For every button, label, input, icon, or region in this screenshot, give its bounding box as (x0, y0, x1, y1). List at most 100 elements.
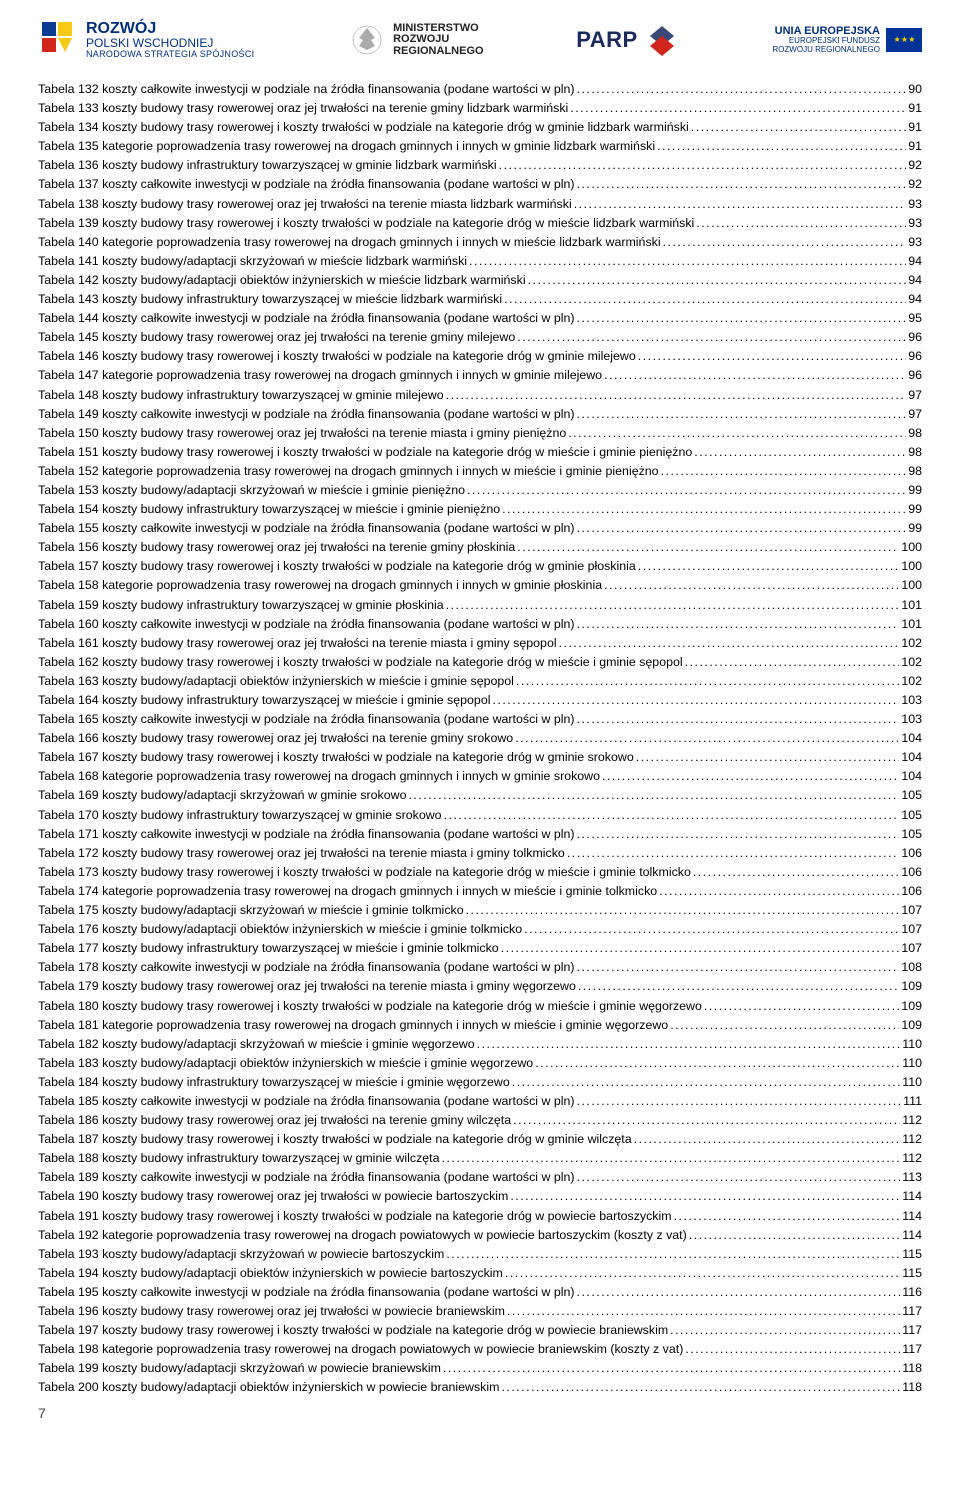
toc-entry-page: 107 (901, 939, 922, 958)
toc-entry-page: 106 (901, 863, 922, 882)
toc-leader (638, 347, 906, 366)
toc-leader (577, 1283, 901, 1302)
toc-entry-page: 110 (902, 1073, 922, 1092)
rozwoj-line3: NARODOWA STRATEGIA SPÓJNOŚCI (86, 50, 254, 59)
toc-entry: Tabela 156 koszty budowy trasy rowerowej… (38, 538, 922, 557)
toc-leader (504, 290, 906, 309)
toc-leader (443, 1359, 900, 1378)
toc-entry-label: Tabela 174 kategorie poprowadzenia trasy… (38, 882, 657, 901)
toc-entry: Tabela 200 koszty budowy/adaptacji obiek… (38, 1378, 922, 1397)
toc-entry-label: Tabela 182 koszty budowy/adaptacji skrzy… (38, 1035, 475, 1054)
toc-leader (512, 1073, 901, 1092)
toc-entry-page: 103 (901, 691, 922, 710)
toc-entry: Tabela 192 kategorie poprowadzenia trasy… (38, 1226, 922, 1245)
toc-entry: Tabela 145 koszty budowy trasy rowerowej… (38, 328, 922, 347)
toc-entry-label: Tabela 181 kategorie poprowadzenia trasy… (38, 1016, 668, 1035)
toc-entry: Tabela 141 koszty budowy/adaptacji skrzy… (38, 252, 922, 271)
toc-entry-label: Tabela 141 koszty budowy/adaptacji skrzy… (38, 252, 467, 271)
toc-leader (577, 519, 907, 538)
toc-leader (685, 1340, 900, 1359)
toc-entry-label: Tabela 183 koszty budowy/adaptacji obiek… (38, 1054, 533, 1073)
toc-entry-page: 113 (902, 1168, 922, 1187)
toc-entry: Tabela 162 koszty budowy trasy rowerowej… (38, 653, 922, 672)
toc-entry-page: 118 (902, 1378, 922, 1397)
toc-entry-label: Tabela 170 koszty budowy infrastruktury … (38, 806, 442, 825)
toc-entry: Tabela 149 koszty całkowite inwestycji w… (38, 405, 922, 424)
logo-rozwoj: ROZWÓJ POLSKI WSCHODNIEJ NARODOWA STRATE… (38, 16, 254, 64)
toc-entry-page: 105 (901, 825, 922, 844)
toc-entry: Tabela 194 koszty budowy/adaptacji obiek… (38, 1264, 922, 1283)
toc-leader (704, 997, 899, 1016)
toc-entry: Tabela 157 koszty budowy trasy rowerowej… (38, 557, 922, 576)
toc-entry: Tabela 178 koszty całkowite inwestycji w… (38, 958, 922, 977)
toc-entry-page: 104 (901, 748, 922, 767)
toc-leader (693, 863, 899, 882)
toc-leader (567, 844, 899, 863)
toc-entry: Tabela 150 koszty budowy trasy rowerowej… (38, 424, 922, 443)
toc-entry-page: 95 (908, 309, 922, 328)
toc-entry-page: 104 (901, 729, 922, 748)
toc-entry-page: 99 (908, 481, 922, 500)
toc-leader (517, 538, 899, 557)
toc-entry-page: 103 (901, 710, 922, 729)
toc-entry-page: 112 (902, 1130, 922, 1149)
toc-entry-label: Tabela 134 koszty budowy trasy rowerowej… (38, 118, 689, 137)
toc-entry: Tabela 140 kategorie poprowadzenia trasy… (38, 233, 922, 252)
toc-entry-page: 91 (908, 99, 922, 118)
toc-entry-page: 93 (908, 195, 922, 214)
toc-entry-page: 94 (908, 290, 922, 309)
toc-entry-page: 98 (908, 443, 922, 462)
toc-leader (663, 233, 907, 252)
table-of-contents: Tabela 132 koszty całkowite inwestycji w… (38, 80, 922, 1397)
toc-entry-label: Tabela 167 koszty budowy trasy rowerowej… (38, 748, 634, 767)
toc-entry-label: Tabela 171 koszty całkowite inwestycji w… (38, 825, 575, 844)
toc-entry-label: Tabela 200 koszty budowy/adaptacji obiek… (38, 1378, 499, 1397)
toc-entry-label: Tabela 148 koszty budowy infrastruktury … (38, 386, 444, 405)
toc-leader (510, 1187, 900, 1206)
rozwoj-line1: ROZWÓJ (86, 21, 254, 38)
toc-entry-page: 100 (901, 576, 922, 595)
toc-leader (469, 252, 906, 271)
min-line3: REGIONALNEGO (393, 46, 483, 58)
toc-leader (577, 958, 900, 977)
toc-leader (577, 710, 900, 729)
toc-entry-label: Tabela 177 koszty budowy infrastruktury … (38, 939, 499, 958)
eu-flag-icon: ★ ★ ★ (886, 28, 922, 52)
toc-leader (602, 767, 899, 786)
toc-entry-page: 109 (901, 977, 922, 996)
toc-entry: Tabela 193 koszty budowy/adaptacji skrzy… (38, 1245, 922, 1264)
toc-entry-label: Tabela 191 koszty budowy trasy rowerowej… (38, 1207, 672, 1226)
toc-entry: Tabela 179 koszty budowy trasy rowerowej… (38, 977, 922, 996)
logo-eu: UNIA EUROPEJSKA EUROPEJSKI FUNDUSZ ROZWO… (772, 26, 922, 54)
toc-entry-page: 112 (902, 1149, 922, 1168)
toc-entry-page: 115 (902, 1245, 922, 1264)
toc-entry: Tabela 153 koszty budowy/adaptacji skrzy… (38, 481, 922, 500)
toc-entry-page: 111 (903, 1092, 922, 1111)
toc-entry-page: 99 (908, 500, 922, 519)
toc-entry-page: 102 (901, 653, 922, 672)
toc-entry: Tabela 147 kategorie poprowadzenia trasy… (38, 366, 922, 385)
toc-entry-page: 97 (908, 386, 922, 405)
toc-leader (466, 901, 900, 920)
toc-entry-page: 101 (901, 596, 922, 615)
toc-leader (442, 1149, 901, 1168)
logo-parp: PARP (576, 22, 680, 58)
toc-leader (502, 500, 906, 519)
toc-entry: Tabela 173 koszty budowy trasy rowerowej… (38, 863, 922, 882)
toc-entry-page: 110 (902, 1035, 922, 1054)
toc-entry-label: Tabela 136 koszty budowy infrastruktury … (38, 156, 497, 175)
toc-leader (446, 386, 907, 405)
parp-icon (644, 22, 680, 58)
toc-entry: Tabela 163 koszty budowy/adaptacji obiek… (38, 672, 922, 691)
toc-entry: Tabela 172 koszty budowy trasy rowerowej… (38, 844, 922, 863)
toc-entry-label: Tabela 155 koszty całkowite inwestycji w… (38, 519, 575, 538)
toc-entry: Tabela 139 koszty budowy trasy rowerowej… (38, 214, 922, 233)
toc-leader (517, 328, 906, 347)
toc-leader (528, 271, 907, 290)
toc-entry-page: 106 (901, 844, 922, 863)
toc-leader (694, 443, 906, 462)
toc-entry: Tabela 155 koszty całkowite inwestycji w… (38, 519, 922, 538)
toc-entry-page: 92 (908, 156, 922, 175)
toc-entry-label: Tabela 158 kategorie poprowadzenia trasy… (38, 576, 602, 595)
rozwoj-icon (38, 16, 80, 64)
